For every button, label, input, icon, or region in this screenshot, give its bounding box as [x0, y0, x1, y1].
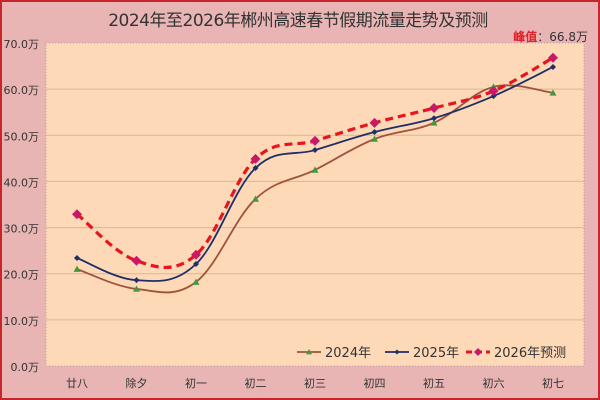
diamond-marker-icon [74, 255, 80, 262]
triangle-marker-icon [252, 195, 259, 202]
diamond-marker-icon [252, 165, 259, 172]
legend-label: 2026年预测 [494, 346, 566, 361]
y-tick-label: 30.0万 [4, 223, 40, 236]
diamond-marker-icon [193, 261, 199, 268]
triangle-marker-icon [430, 119, 438, 126]
x-tick-label: 初五 [423, 376, 445, 390]
triangle-marker-icon [192, 278, 200, 285]
triangle-marker-icon [306, 349, 312, 355]
x-tick-label: 除夕 [126, 376, 148, 390]
diamond-marker-icon [371, 129, 378, 136]
diamond-marker-icon [369, 117, 380, 128]
diamond-marker-icon [191, 249, 201, 260]
diamond-marker-icon [131, 255, 142, 266]
diamond-marker-icon [310, 135, 320, 146]
diamond-marker-icon [250, 153, 261, 164]
peak-label: 峰值 [513, 30, 538, 44]
legend-label: 2024年 [325, 346, 371, 361]
diamond-marker-icon [550, 63, 556, 70]
peak-value: 66.8万 [549, 30, 588, 44]
triangle-marker-icon [73, 265, 81, 272]
diamond-marker-icon [133, 277, 140, 284]
peak-sep: ： [537, 30, 550, 44]
diamond-marker-icon [474, 348, 482, 356]
diamond-marker-icon [312, 147, 318, 154]
x-tick-label: 初四 [364, 376, 386, 390]
y-tick-label: 20.0万 [4, 269, 40, 282]
diamond-marker-icon [431, 115, 437, 122]
series-line-2 [75, 56, 554, 269]
y-tick-label: 60.0万 [4, 84, 40, 97]
diamond-marker-icon [548, 52, 558, 63]
peak-annotation: 峰值：66.8万 [513, 28, 588, 45]
y-tick-label: 40.0万 [4, 176, 40, 189]
diamond-marker-icon [488, 85, 499, 96]
triangle-marker-icon [549, 89, 557, 96]
series-line-0 [76, 84, 554, 294]
chart-title: 2024年至2026年郴州高速春节假期流量走势及预测 [108, 11, 488, 31]
x-tick-label: 廿八 [66, 377, 88, 390]
y-tick-label: 0.0万 [11, 361, 40, 374]
triangle-marker-icon [133, 285, 140, 292]
triangle-marker-icon [371, 135, 378, 142]
diamond-marker-icon [429, 103, 439, 114]
diamond-marker-icon [72, 209, 82, 220]
x-tick-label: 初二 [245, 376, 267, 390]
legend-label: 2025年 [413, 346, 459, 361]
x-tick-label: 初七 [542, 376, 564, 390]
x-tick-label: 初一 [185, 376, 207, 390]
y-tick-label: 50.0万 [4, 130, 40, 143]
series-line-1 [76, 66, 554, 282]
triangle-marker-icon [311, 166, 319, 173]
diamond-marker-icon [394, 349, 400, 355]
y-tick-label: 70.0万 [4, 38, 40, 51]
diamond-marker-icon [490, 93, 497, 100]
x-tick-label: 初三 [304, 376, 326, 390]
y-tick-label: 10.0万 [4, 315, 40, 328]
x-tick-label: 初六 [483, 376, 505, 390]
